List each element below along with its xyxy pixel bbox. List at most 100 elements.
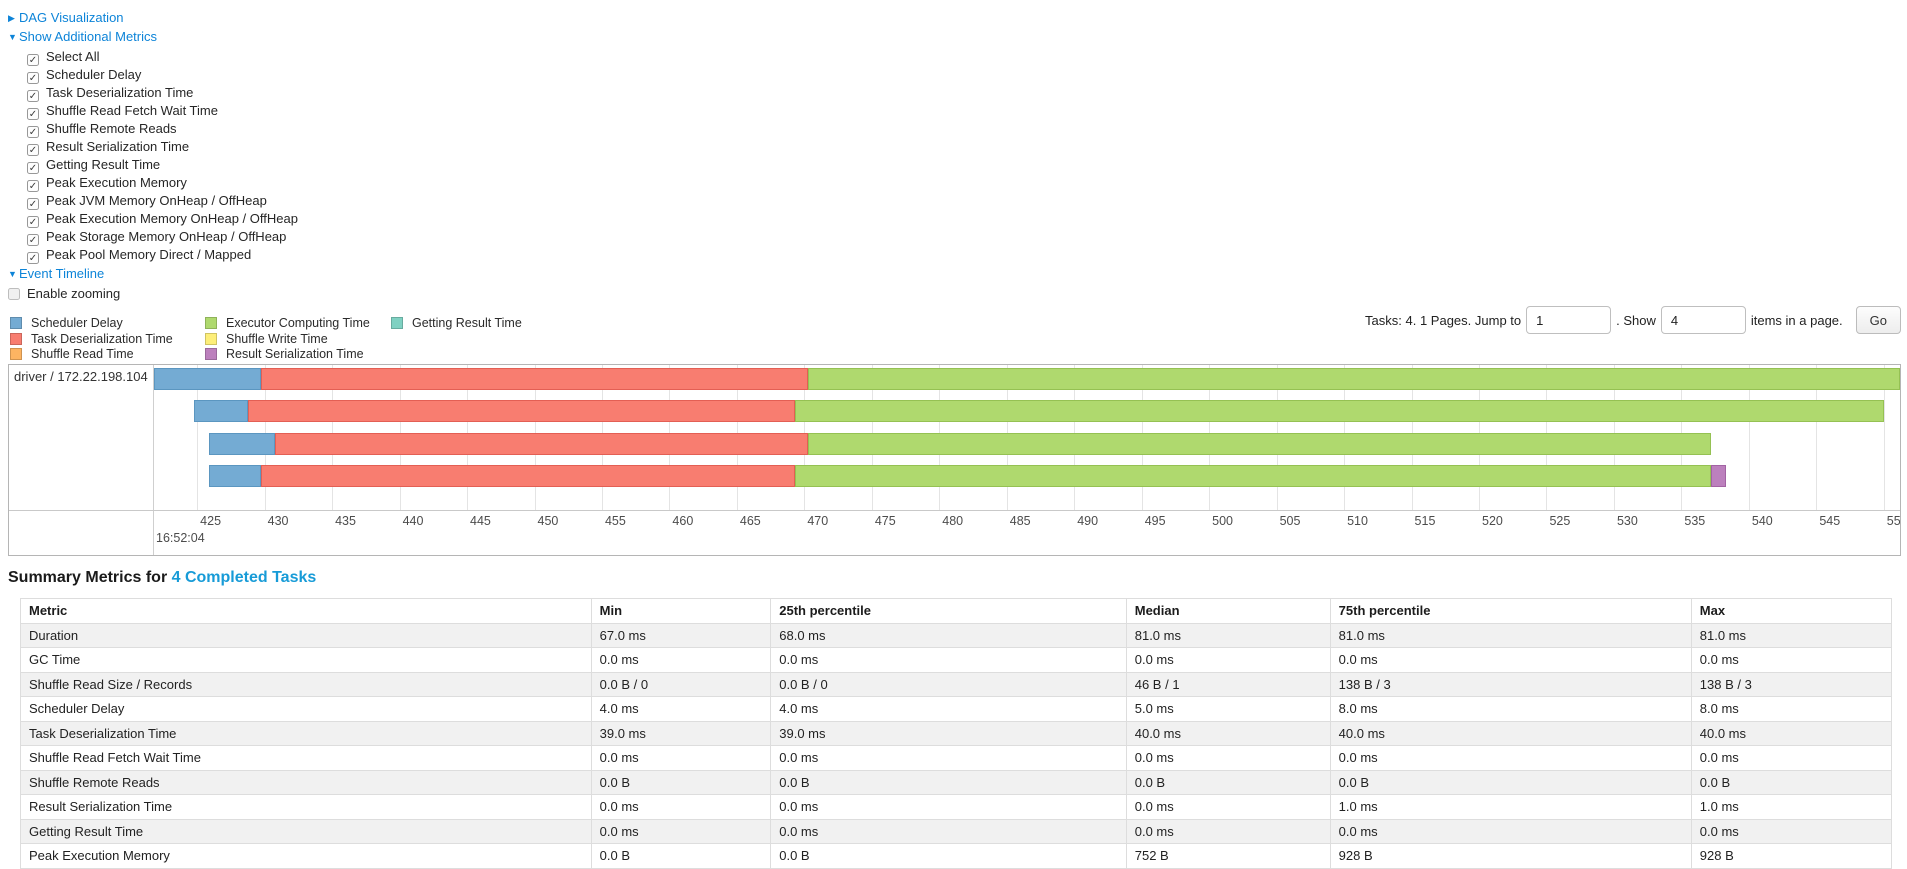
timeline-segment-task_deserialization[interactable] [260,368,809,391]
metric-checkbox-label: Peak JVM Memory OnHeap / OffHeap [46,193,267,208]
timeline-segment-executor_computing[interactable] [794,400,1884,423]
value-cell: 0.0 B [590,843,772,869]
value-cell: 138 B / 3 [1690,671,1893,698]
checkbox-result-serialization-time[interactable]: ✓ [27,144,39,156]
axis-tick-label: 505 [1279,514,1301,529]
value-cell: 46 B / 1 [1125,671,1331,698]
value-cell: 0.0 ms [590,818,772,845]
timeline-segment-scheduler_delay[interactable] [194,400,249,423]
show-additional-metrics-label: Show Additional Metrics [19,29,158,44]
checkbox-peak-storage-memory-onheap-offheap[interactable]: ✓ [27,234,39,246]
timeline-segment-scheduler_delay[interactable] [209,433,276,456]
metric-checkbox-option-getting-result-time[interactable]: ✓ Getting Result Time [27,157,160,174]
additional-metrics-list: ✓ Select All ✓ Scheduler Delay ✓ Task Deseria… [8,48,1907,264]
legend-label: Shuffle Read Time [31,347,134,362]
metric-checkbox-option-task-deserialization-time[interactable]: ✓ Task Deserialization Time [27,85,193,102]
metric-name-cell: Scheduler Delay [20,696,592,722]
pagination-show-text: . Show [1616,312,1656,328]
value-cell: 4.0 ms [770,696,1127,722]
checkbox-peak-execution-memory-onheap-offheap[interactable]: ✓ [27,216,39,228]
metric-checkbox-option-shuffle-remote-reads[interactable]: ✓ Shuffle Remote Reads [27,121,177,138]
metric-checkbox-option-peak-execution-memory-onheap-offheap[interactable]: ✓ Peak Execution Memory OnHeap / OffHeap [27,211,298,228]
event-timeline-toggle[interactable]: ▼ Event Timeline [8,266,1907,282]
timeline-segment-executor_computing[interactable] [808,433,1712,456]
checkbox-select-all[interactable]: ✓ [27,54,39,66]
show-additional-metrics-toggle[interactable]: ▼ Show Additional Metrics [8,29,1907,45]
value-cell: 0.0 ms [590,794,772,820]
metric-checkbox-option-peak-execution-memory[interactable]: ✓ Peak Execution Memory [27,175,187,192]
value-cell: 39.0 ms [590,720,772,747]
checkbox-peak-jvm-memory-onheap-offheap[interactable]: ✓ [27,198,39,210]
legend-label: Shuffle Write Time [226,331,328,346]
timeline-gridline [1883,365,1885,511]
show-items-input[interactable] [1660,306,1746,334]
completed-tasks-link[interactable]: 4 Completed Tasks [171,569,317,587]
timeline-gridline [1816,365,1818,511]
axis-tick-label: 440 [402,514,424,529]
axis-tick-label: 465 [739,514,761,529]
checkbox-getting-result-time[interactable]: ✓ [27,162,39,174]
value-cell: 0.0 ms [770,647,1127,673]
value-cell: 0.0 ms [590,745,772,771]
legend-swatch-shuffle_read [10,348,22,361]
metric-checkbox-item: ✓ Shuffle Remote Reads [27,120,1907,138]
axis-tick-label: 510 [1347,514,1368,529]
enable-zooming-label: Enable zooming [27,286,121,301]
metric-checkbox-option-scheduler-delay[interactable]: ✓ Scheduler Delay [27,67,141,84]
value-cell: 0.0 ms [1329,818,1692,845]
value-cell: 39.0 ms [770,720,1127,747]
checkbox-task-deserialization-time[interactable]: ✓ [27,90,39,102]
col-header-75th-percentile: 75th percentile [1329,598,1692,624]
metric-checkbox-option-result-serialization-time[interactable]: ✓ Result Serialization Time [27,139,189,156]
legend-item-executor-computing-time: Executor Computing Time [205,315,391,331]
checkbox-shuffle-remote-reads[interactable]: ✓ [27,126,39,138]
timeline-segment-task_deserialization[interactable] [260,465,795,488]
timeline-segment-executor_computing[interactable] [808,368,1900,391]
axis-spacer [9,511,154,556]
legend-and-pagination-row: Scheduler Delay Task Deserialization Time… [8,304,1901,362]
enable-zooming-option[interactable]: Enable zooming [8,286,120,301]
value-cell: 0.0 ms [1125,745,1331,771]
timeline-segment-executor_computing[interactable] [794,465,1712,488]
value-cell: 0.0 B [770,769,1127,796]
metric-checkbox-option-peak-pool-memory-direct-mapped[interactable]: ✓ Peak Pool Memory Direct / Mapped [27,247,251,264]
legend-item-result-serialization-time: Result Serialization Time [205,346,391,362]
metric-checkbox-item: ✓ Peak JVM Memory OnHeap / OffHeap [27,192,1907,210]
table-row-peak-execution-memory: Peak Execution Memory 0.0 B 0.0 B 752 B 928 … [20,843,1893,869]
legend-label: Result Serialization Time [226,347,364,362]
go-button[interactable]: Go [1855,306,1901,334]
legend-item-task-deserialization-time: Task Deserialization Time [10,331,205,347]
dag-visualization-label: DAG Visualization [19,10,124,25]
timeline-task-row [154,433,1900,456]
timeline-segment-task_deserialization[interactable] [248,400,795,423]
value-cell: 0.0 ms [1690,745,1893,771]
value-cell: 68.0 ms [770,622,1127,649]
axis-tick-label: 430 [267,514,289,529]
checkbox-shuffle-read-fetch-wait-time[interactable]: ✓ [27,108,39,120]
metric-checkbox-label: Peak Storage Memory OnHeap / OffHeap [46,229,287,244]
metric-checkbox-option-shuffle-read-fetch-wait-time[interactable]: ✓ Shuffle Read Fetch Wait Time [27,103,218,120]
checkbox-peak-pool-memory-direct-mapped[interactable]: ✓ [27,252,39,264]
dag-visualization-toggle[interactable]: ▶ DAG Visualization [8,10,1907,26]
legend-swatch-getting_result [391,316,403,329]
metric-checkbox-option-select-all[interactable]: ✓ Select All [27,49,99,66]
metric-name-cell: Shuffle Read Size / Records [20,671,592,698]
enable-zooming-checkbox[interactable] [8,288,20,300]
metric-checkbox-option-peak-jvm-memory-onheap-offheap[interactable]: ✓ Peak JVM Memory OnHeap / OffHeap [27,193,267,210]
timeline-gridline [1748,365,1750,511]
axis-tick-label: 485 [1009,514,1031,529]
legend-swatch-shuffle_write [205,332,217,345]
metric-checkbox-label: Shuffle Remote Reads [46,121,177,136]
timeline-segment-scheduler_delay[interactable] [154,368,261,391]
legend-item-shuffle-write-time: Shuffle Write Time [205,331,391,347]
jump-to-page-input[interactable] [1526,306,1612,334]
metric-checkbox-option-peak-storage-memory-onheap-offheap[interactable]: ✓ Peak Storage Memory OnHeap / OffHeap [27,229,287,246]
timeline-segment-result_serialization[interactable] [1711,465,1726,488]
checkbox-scheduler-delay[interactable]: ✓ [27,72,39,84]
checkbox-peak-execution-memory[interactable]: ✓ [27,180,39,192]
timeline-plot [154,365,1900,511]
timeline-segment-scheduler_delay[interactable] [209,465,261,488]
timeline-segment-task_deserialization[interactable] [275,433,809,456]
legend-label: Scheduler Delay [31,315,123,330]
tasks-pagination-summary: Tasks: 4. 1 Pages. Jump to [1365,312,1522,328]
